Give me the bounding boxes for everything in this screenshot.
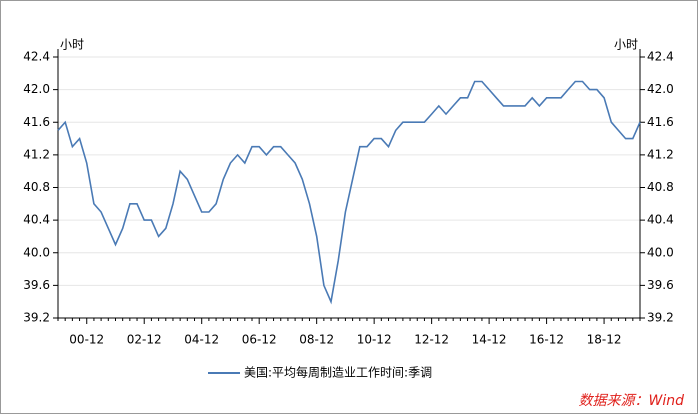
y-tick-label: 40.4	[23, 213, 50, 227]
x-tick-label: 06-12	[242, 333, 277, 347]
x-tick-label: 02-12	[127, 333, 162, 347]
y-tick-label: 41.6	[23, 115, 50, 129]
x-tick-label: 00-12	[69, 333, 104, 347]
x-tick-label: 16-12	[529, 333, 564, 347]
y2-tick-label: 39.2	[647, 311, 674, 325]
source: 数据来源：Wind	[579, 393, 685, 409]
series-line	[57, 80, 641, 305]
y-tick-label: 39.2	[23, 311, 50, 325]
y2-axis-label: 小时	[614, 38, 638, 52]
y2-tick-label: 40.8	[647, 180, 674, 194]
y-axis-label: 小时	[60, 38, 84, 52]
y-tick-label: 40.0	[23, 245, 50, 259]
y2-tick-label: 41.2	[647, 147, 674, 161]
x-tick-label: 10-12	[357, 333, 392, 347]
y-tick-label: 42.0	[23, 82, 50, 96]
x-tick-label: 14-12	[472, 333, 507, 347]
y2-tick-label: 40.4	[647, 213, 674, 227]
x-tick-label: 18-12	[587, 333, 622, 347]
y2-tick-label: 40.0	[647, 245, 674, 259]
y2-tick-label: 39.6	[647, 278, 674, 292]
y2-tick-label: 41.6	[647, 115, 674, 129]
x-tick-label: 04-12	[184, 333, 219, 347]
y-tick-label: 41.2	[23, 147, 50, 161]
y-tick-label: 40.8	[23, 180, 50, 194]
x-tick-label: 12-12	[414, 333, 449, 347]
legend-label: 美国:平均每周制造业工作时间:季调	[244, 365, 432, 380]
y-tick-label: 42.4	[23, 50, 50, 64]
y-tick-label: 39.6	[23, 278, 50, 292]
y2-tick-label: 42.0	[647, 82, 674, 96]
y2-tick-label: 42.4	[647, 50, 674, 64]
x-tick-label: 08-12	[299, 333, 334, 347]
